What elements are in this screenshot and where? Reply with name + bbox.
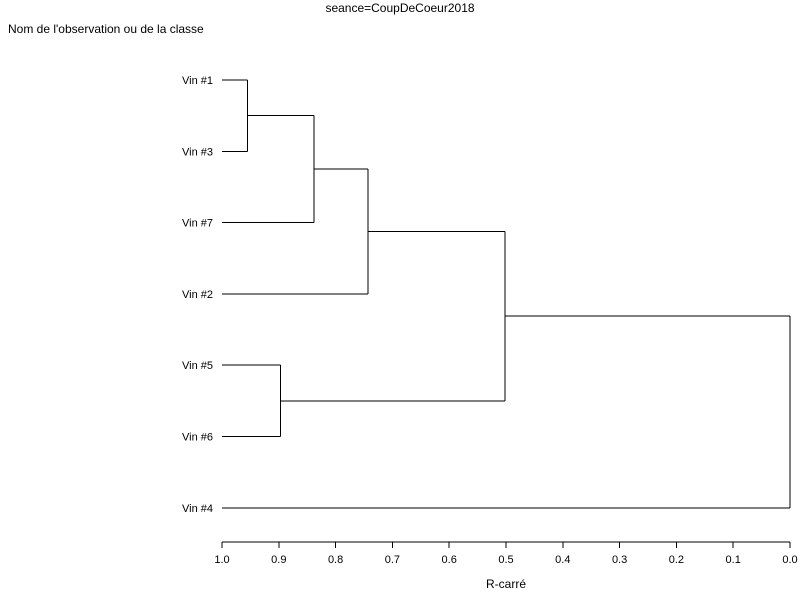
x-tick-label: 0.5 bbox=[498, 554, 513, 566]
x-tick-label: 0.0 bbox=[782, 554, 797, 566]
leaf-label: Vin #6 bbox=[182, 432, 213, 444]
x-tick-label: 0.4 bbox=[555, 554, 570, 566]
leaf-labels: Vin #1 Vin #3 Vin #7 Vin #2 Vin #5 Vin #6 Vin … bbox=[182, 75, 213, 515]
y-axis-title: Nom de l'observation ou de la classe bbox=[8, 22, 204, 36]
x-tick-label: 0.7 bbox=[385, 554, 400, 566]
x-tick-label: 1.0 bbox=[214, 554, 229, 566]
x-axis: 1.0 0.9 0.8 0.7 0.6 0.5 0.4 0.3 0.2 0.1 0.0 bbox=[214, 541, 798, 566]
leaf-label: Vin #3 bbox=[182, 146, 213, 158]
x-tick-label: 0.3 bbox=[612, 554, 627, 566]
leaf-label: Vin #7 bbox=[182, 218, 213, 230]
x-tick-label: 0.2 bbox=[669, 554, 684, 566]
leaf-label: Vin #2 bbox=[182, 289, 213, 301]
x-tick-label: 0.8 bbox=[328, 554, 343, 566]
x-axis-title: R-carré bbox=[485, 577, 526, 591]
dendrogram-links bbox=[222, 79, 791, 509]
x-tick-label: 0.6 bbox=[442, 554, 457, 566]
chart-title: seance=CoupDeCoeur2018 bbox=[325, 1, 475, 15]
x-tick-label: 0.1 bbox=[726, 554, 741, 566]
x-tick-label: 0.9 bbox=[271, 554, 286, 566]
leaf-label: Vin #1 bbox=[182, 75, 213, 87]
leaf-label: Vin #4 bbox=[182, 503, 213, 515]
leaf-label: Vin #5 bbox=[182, 360, 213, 372]
